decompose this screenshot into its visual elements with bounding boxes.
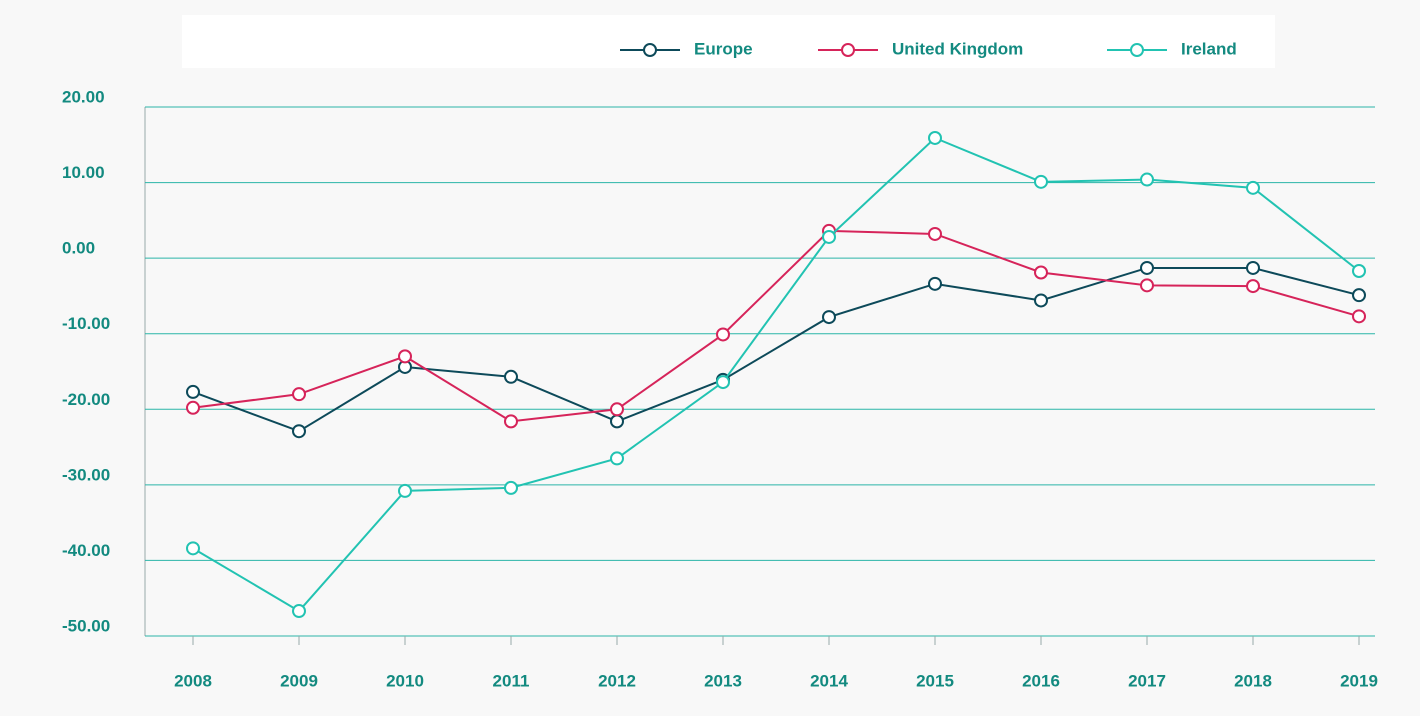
- legend-marker: [841, 43, 855, 57]
- point: [928, 226, 942, 241]
- x-tick-label: 2018: [1234, 671, 1272, 690]
- point: [928, 130, 942, 145]
- legend-label: United Kingdom: [892, 39, 1023, 58]
- point: [1352, 263, 1366, 278]
- point: [1140, 260, 1154, 275]
- point: [716, 327, 730, 342]
- point: [610, 402, 624, 417]
- point: [1140, 172, 1154, 187]
- x-tick-label: 2014: [810, 671, 848, 690]
- point: [716, 375, 730, 390]
- x-tick-label: 2015: [916, 671, 954, 690]
- y-tick-label: -10.00: [62, 314, 110, 333]
- series-line: [192, 266, 1360, 433]
- point: [504, 414, 518, 429]
- y-tick-label: 0.00: [62, 239, 95, 258]
- point: [1034, 265, 1048, 280]
- x-tick-label: 2008: [174, 671, 212, 690]
- point: [504, 369, 518, 384]
- y-tick-label: -50.00: [62, 616, 110, 635]
- y-tick-label: 10.00: [62, 163, 105, 182]
- legend-box: [182, 15, 1275, 68]
- x-tick-label: 2012: [598, 671, 636, 690]
- point: [398, 349, 412, 364]
- x-tick-label: 2009: [280, 671, 318, 690]
- point: [186, 400, 200, 415]
- y-tick-label: -30.00: [62, 465, 110, 484]
- point: [292, 604, 306, 619]
- y-tick-label: 20.00: [62, 87, 105, 106]
- point: [1140, 278, 1154, 293]
- x-tick-label: 2017: [1128, 671, 1166, 690]
- point: [504, 480, 518, 495]
- point: [186, 384, 200, 399]
- series-line: [192, 136, 1360, 613]
- point: [822, 229, 836, 244]
- legend-label: Europe: [694, 39, 753, 58]
- y-tick-label: -20.00: [62, 390, 110, 409]
- point: [292, 424, 306, 439]
- series-line: [192, 229, 1360, 423]
- x-tick-label: 2010: [386, 671, 424, 690]
- point: [1034, 174, 1048, 189]
- point: [398, 483, 412, 498]
- point: [1034, 293, 1048, 308]
- x-tick-label: 2016: [1022, 671, 1060, 690]
- point: [1352, 309, 1366, 324]
- point: [292, 387, 306, 402]
- x-tick-label: 2011: [493, 671, 530, 690]
- legend-marker: [1130, 43, 1144, 57]
- y-tick-label: -40.00: [62, 541, 110, 560]
- point: [822, 310, 836, 325]
- point: [610, 451, 624, 466]
- x-tick-label: 2019: [1340, 671, 1378, 690]
- point: [928, 276, 942, 291]
- point: [1246, 279, 1260, 294]
- x-tick-label: 2013: [704, 671, 742, 690]
- point: [186, 541, 200, 556]
- point: [1246, 180, 1260, 195]
- legend-label: Ireland: [1181, 39, 1237, 58]
- point: [610, 414, 624, 429]
- legend-marker: [643, 43, 657, 57]
- point: [1352, 288, 1366, 303]
- point: [1246, 260, 1260, 275]
